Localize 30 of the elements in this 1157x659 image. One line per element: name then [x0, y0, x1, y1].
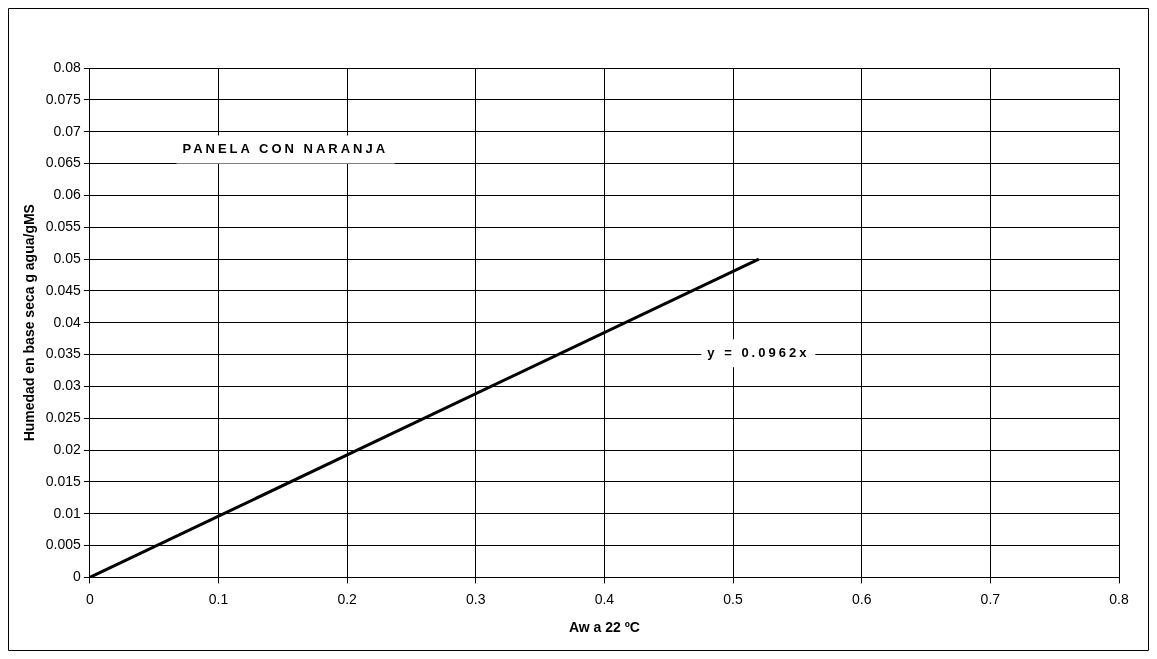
x-tick-label: 0.4 [594, 590, 615, 607]
y-tick-label: 0.015 [45, 472, 82, 489]
y-tick-label: 0.025 [45, 409, 82, 426]
y-tick-label: 0.05 [53, 249, 82, 266]
x-tick-label: 0.6 [851, 590, 872, 607]
x-tick-label: 0 [85, 590, 94, 607]
y-axis-title: Humedad en base seca g agua/gMS [21, 204, 38, 442]
y-tick-label: 0.03 [53, 377, 82, 394]
y-tick-label: 0.035 [45, 345, 82, 362]
x-tick-label: 0.8 [1109, 590, 1129, 607]
annotation: PANELA CON NARANJA [182, 141, 389, 157]
x-tick-label: 0.1 [208, 590, 229, 607]
y-tick-label: 0.04 [53, 313, 82, 330]
y-tick-label: 0.065 [45, 154, 82, 171]
y-tick-label: 0.075 [45, 90, 82, 107]
y-tick-label: 0.06 [53, 186, 82, 203]
y-tick-label: 0.07 [53, 122, 82, 139]
x-tick-label: 0.7 [980, 590, 1001, 607]
y-tick-label: 0.02 [53, 440, 82, 457]
x-tick-label: 0.3 [466, 590, 486, 607]
y-tick-label: 0.01 [53, 504, 82, 521]
y-tick-label: 0 [73, 568, 82, 585]
y-tick-label: 0.08 [53, 58, 82, 75]
y-tick-label: 0.005 [45, 536, 82, 553]
y-tick-label: 0.055 [45, 218, 82, 235]
x-tick-label: 0.2 [337, 590, 358, 607]
x-tick-label: 0.5 [723, 590, 743, 607]
x-axis-title: Aw a 22 ºC [568, 619, 640, 636]
y-tick-label: 0.045 [45, 281, 82, 298]
annotation: y = 0.0962x [707, 344, 810, 360]
